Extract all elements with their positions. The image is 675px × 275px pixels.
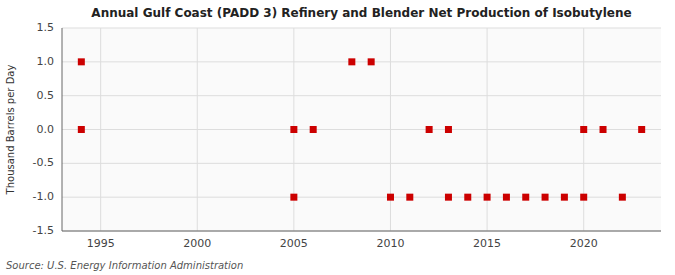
point bbox=[464, 194, 471, 201]
grid bbox=[62, 28, 661, 231]
y-grid-line bbox=[62, 95, 661, 96]
x-grid-line bbox=[197, 28, 198, 231]
y-tick-label: -0.5 bbox=[33, 156, 54, 169]
y-grid-line bbox=[62, 28, 661, 29]
source-note: Source: U.S. Energy Information Administ… bbox=[6, 260, 243, 271]
point bbox=[290, 126, 297, 133]
point bbox=[310, 126, 317, 133]
y-grid-line bbox=[62, 231, 661, 232]
x-tick-label: 1995 bbox=[87, 237, 115, 250]
title: Annual Gulf Coast (PADD 3) Refinery and … bbox=[91, 6, 631, 20]
y-grid-line bbox=[62, 197, 661, 198]
point bbox=[561, 194, 568, 201]
point bbox=[638, 126, 645, 133]
point bbox=[387, 194, 394, 201]
y-grid-line bbox=[62, 163, 661, 164]
point bbox=[426, 126, 433, 133]
point bbox=[580, 194, 587, 201]
y-tick-label: 0.0 bbox=[37, 123, 55, 136]
x-axis-line bbox=[62, 231, 661, 232]
points bbox=[78, 58, 645, 200]
point bbox=[445, 194, 452, 201]
point bbox=[503, 194, 510, 201]
y-tick-label: 1.0 bbox=[37, 55, 55, 68]
y-axis-line bbox=[62, 28, 63, 231]
x-tick-label: 2005 bbox=[280, 237, 308, 250]
point bbox=[368, 58, 375, 65]
point bbox=[619, 194, 626, 201]
y-tick-label: 0.5 bbox=[37, 89, 55, 102]
y-tick-label: -1.0 bbox=[33, 190, 54, 203]
plot-area bbox=[62, 28, 661, 231]
y-axis-label: Thousand Barrels per Day bbox=[5, 65, 16, 196]
x-grid-line bbox=[100, 28, 101, 231]
point bbox=[445, 126, 452, 133]
x-tick-label: 2015 bbox=[473, 237, 501, 250]
point bbox=[522, 194, 529, 201]
x-tick-label: 2020 bbox=[570, 237, 598, 250]
y-tick-label: -1.5 bbox=[33, 224, 54, 237]
y-grid-line bbox=[62, 61, 661, 62]
point bbox=[484, 194, 491, 201]
point bbox=[580, 126, 587, 133]
point bbox=[78, 126, 85, 133]
point bbox=[78, 58, 85, 65]
axes: -1.5 -1.0 -0.5 0.0 0.5 1.0 1.5 1995 2000 2005 2010… bbox=[33, 21, 661, 250]
point bbox=[348, 58, 355, 65]
y-grid-line bbox=[62, 129, 661, 130]
point bbox=[406, 194, 413, 201]
point bbox=[290, 194, 297, 201]
chart: -1.5 -1.0 -0.5 0.0 0.5 1.0 1.5 1995 2000 2005 2010… bbox=[0, 0, 675, 275]
chart-container: -1.5 -1.0 -0.5 0.0 0.5 1.0 1.5 1995 2000 2005 2010… bbox=[0, 0, 675, 275]
x-tick-label: 2000 bbox=[183, 237, 211, 250]
point bbox=[542, 194, 549, 201]
point bbox=[600, 126, 607, 133]
y-tick-label: 1.5 bbox=[37, 21, 55, 34]
x-tick-label: 2010 bbox=[376, 237, 404, 250]
